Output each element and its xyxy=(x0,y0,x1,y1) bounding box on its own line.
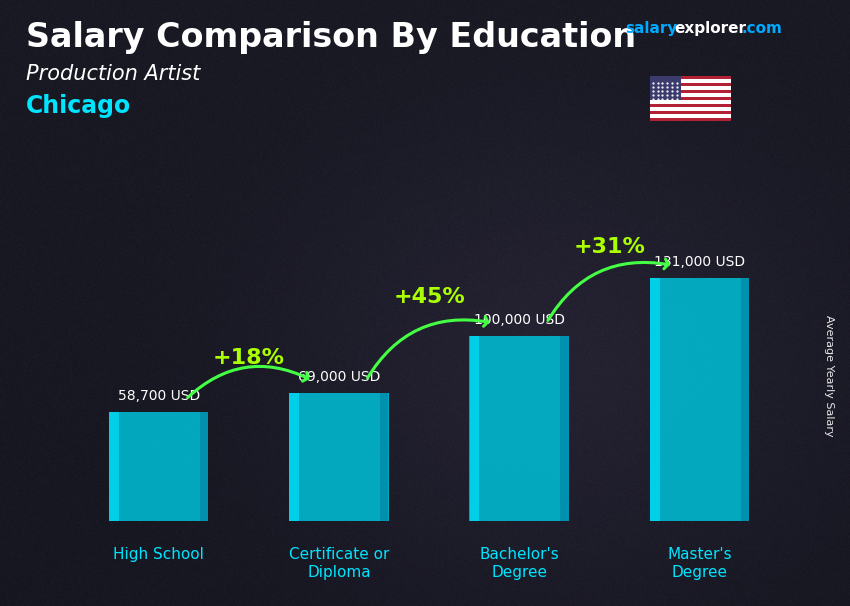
Bar xyxy=(650,83,731,86)
Bar xyxy=(650,278,750,521)
Text: High School: High School xyxy=(113,547,204,562)
Text: 69,000 USD: 69,000 USD xyxy=(298,370,380,384)
Text: +31%: +31% xyxy=(574,237,645,257)
Bar xyxy=(650,86,731,90)
Bar xyxy=(650,90,731,93)
Text: Master's
Degree: Master's Degree xyxy=(667,547,732,579)
Text: Chicago: Chicago xyxy=(26,94,131,118)
Text: Certificate or
Diploma: Certificate or Diploma xyxy=(289,547,389,579)
Text: explorer: explorer xyxy=(674,21,746,36)
Text: Production Artist: Production Artist xyxy=(26,64,200,84)
Bar xyxy=(470,336,569,521)
Bar xyxy=(649,278,660,521)
Bar xyxy=(650,118,731,121)
Bar xyxy=(469,336,479,521)
Bar xyxy=(650,104,731,107)
Text: 58,700 USD: 58,700 USD xyxy=(117,389,200,403)
Text: 100,000 USD: 100,000 USD xyxy=(474,313,565,327)
Bar xyxy=(650,111,731,114)
Bar xyxy=(200,412,208,521)
Bar xyxy=(109,412,208,521)
Bar xyxy=(741,278,749,521)
Text: 131,000 USD: 131,000 USD xyxy=(654,255,745,269)
Bar xyxy=(650,97,731,100)
Text: Bachelor's
Degree: Bachelor's Degree xyxy=(479,547,559,579)
Text: +45%: +45% xyxy=(394,287,465,307)
Bar xyxy=(290,393,388,521)
Bar xyxy=(560,336,569,521)
Bar xyxy=(650,76,731,79)
Bar xyxy=(650,93,731,97)
Bar xyxy=(109,412,118,521)
Text: +18%: +18% xyxy=(212,348,285,368)
Bar xyxy=(380,393,388,521)
Text: Average Yearly Salary: Average Yearly Salary xyxy=(824,315,834,436)
Bar xyxy=(650,100,731,104)
Bar xyxy=(650,107,731,111)
Bar xyxy=(650,114,731,118)
Bar xyxy=(650,79,731,83)
Text: Salary Comparison By Education: Salary Comparison By Education xyxy=(26,21,636,54)
Text: salary: salary xyxy=(625,21,677,36)
Text: .com: .com xyxy=(741,21,782,36)
Bar xyxy=(289,393,299,521)
